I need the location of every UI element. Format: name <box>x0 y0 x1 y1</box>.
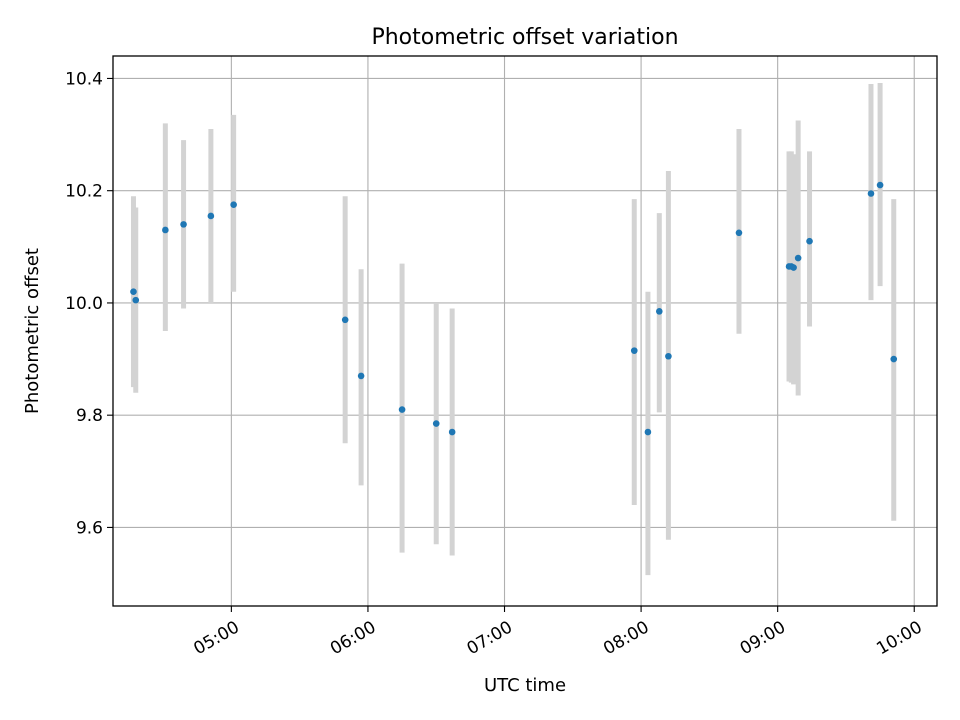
data-point <box>806 237 813 245</box>
data-point <box>180 221 187 228</box>
y-tick-label: 9.6 <box>76 518 103 538</box>
data-point <box>432 420 440 427</box>
data-point <box>630 347 638 354</box>
data-point <box>790 264 797 271</box>
x-axis-label: UTC time <box>484 675 566 696</box>
data-points <box>130 181 898 436</box>
data-point <box>655 308 663 315</box>
data-point <box>735 229 743 237</box>
data-point <box>867 190 875 197</box>
chart-title: Photometric offset variation <box>371 25 678 50</box>
y-tick-label: 10.2 <box>65 182 103 202</box>
data-point <box>448 428 456 436</box>
data-point <box>341 316 349 324</box>
y-axis-label: Photometric offset <box>22 248 43 414</box>
y-tick-label: 10.0 <box>65 294 103 314</box>
data-point <box>876 181 884 189</box>
data-point <box>230 201 237 209</box>
data-point <box>890 355 898 363</box>
data-point <box>130 288 137 296</box>
plot-area-frame <box>112 55 938 607</box>
y-tick-label: 9.8 <box>76 406 103 426</box>
data-point <box>207 212 215 220</box>
data-point <box>644 428 652 436</box>
data-point <box>794 254 802 262</box>
data-point <box>357 372 365 380</box>
y-tick-label: 10.4 <box>65 69 103 89</box>
data-point <box>398 406 406 413</box>
data-point <box>132 296 140 304</box>
data-point <box>665 352 672 360</box>
data-point <box>162 226 169 234</box>
